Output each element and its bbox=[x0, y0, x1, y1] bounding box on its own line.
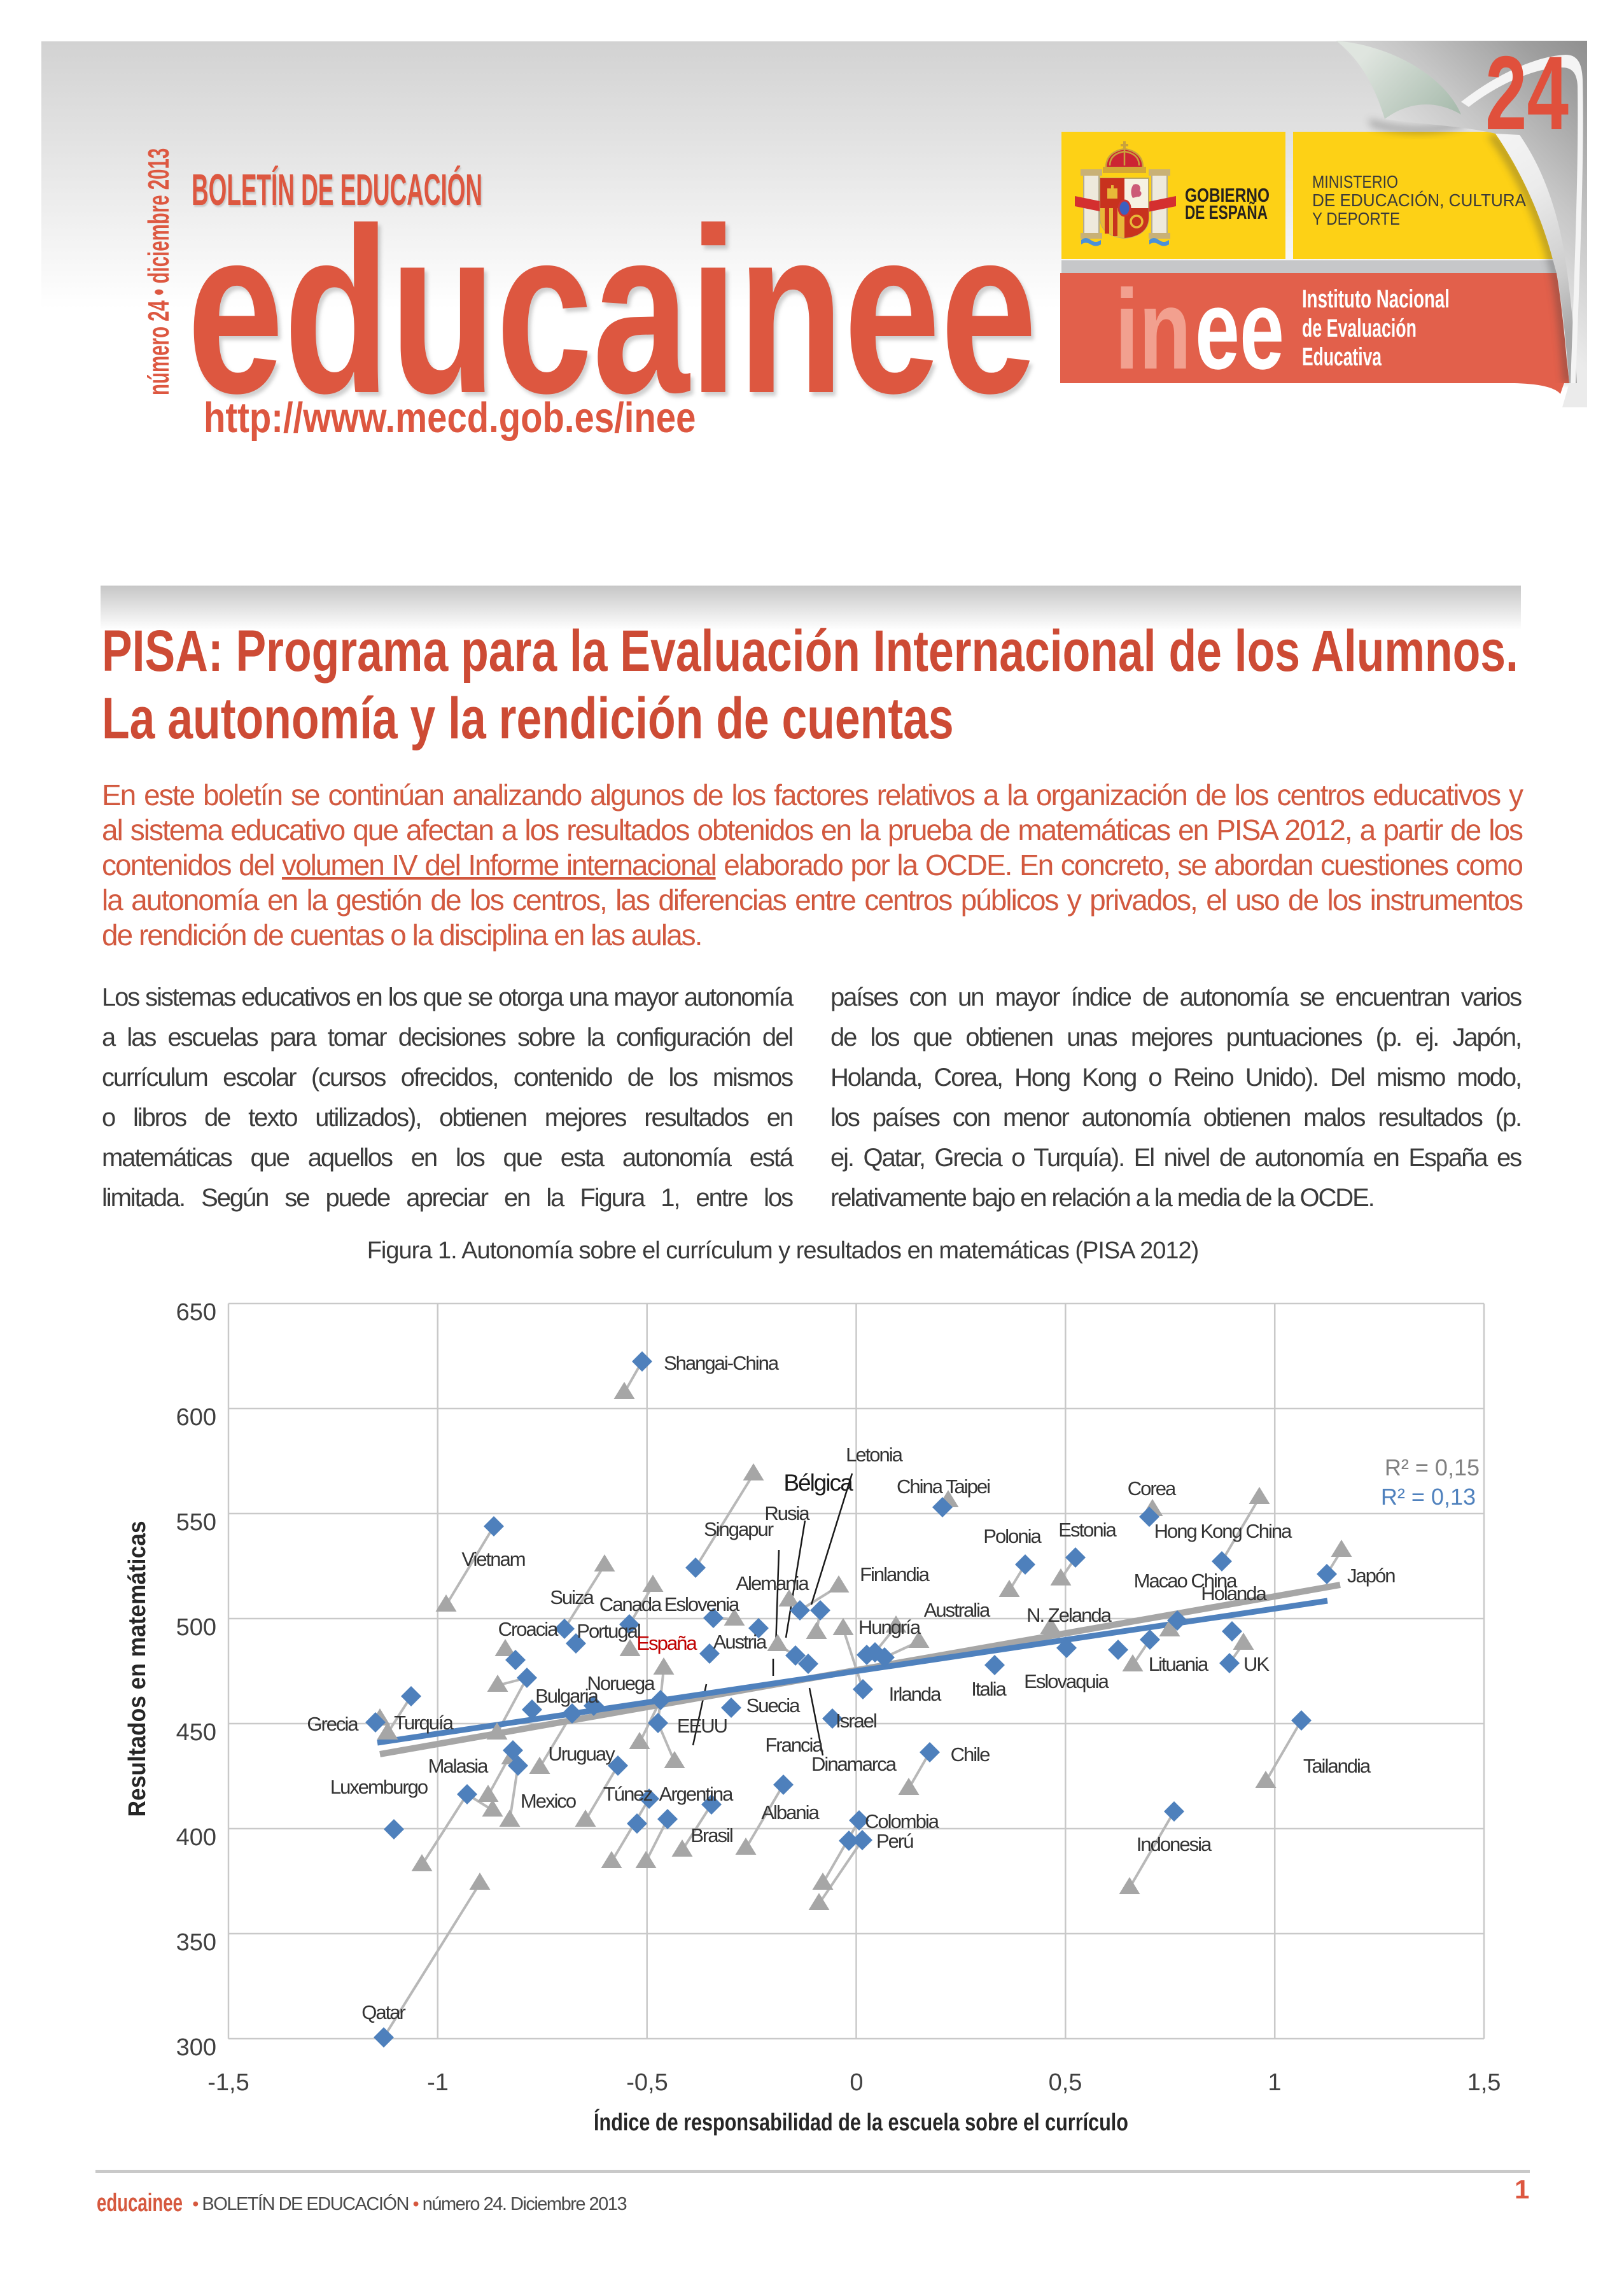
svg-text:Macao China: Macao China bbox=[1134, 1570, 1238, 1592]
svg-text:España: España bbox=[636, 1632, 697, 1654]
svg-text:N. Zelanda: N. Zelanda bbox=[1026, 1604, 1112, 1626]
svg-text:600: 600 bbox=[176, 1404, 216, 1431]
svg-text:Vietnam: Vietnam bbox=[461, 1548, 524, 1570]
svg-text:550: 550 bbox=[176, 1509, 216, 1536]
svg-text:Mexico: Mexico bbox=[521, 1790, 576, 1812]
svg-text:Hong Kong China: Hong Kong China bbox=[1154, 1520, 1292, 1542]
svg-text:1: 1 bbox=[1268, 2069, 1281, 2096]
svg-text:450: 450 bbox=[176, 1719, 216, 1746]
svg-text:650: 650 bbox=[176, 1299, 216, 1326]
svg-text:Singapur: Singapur bbox=[704, 1518, 774, 1540]
svg-text:Polonia: Polonia bbox=[983, 1525, 1042, 1547]
svg-text:0: 0 bbox=[850, 2069, 863, 2096]
svg-text:Letonia: Letonia bbox=[846, 1444, 903, 1466]
svg-text:Finlandia: Finlandia bbox=[860, 1563, 930, 1585]
svg-text:EEUU: EEUU bbox=[677, 1715, 727, 1737]
svg-text:de Evaluación: de Evaluación bbox=[1302, 314, 1417, 342]
svg-text:Malasia: Malasia bbox=[428, 1755, 489, 1777]
svg-text:Argentina: Argentina bbox=[659, 1783, 734, 1805]
svg-text:Shangai-China: Shangai-China bbox=[664, 1352, 780, 1374]
svg-text:Irlanda: Irlanda bbox=[889, 1683, 942, 1705]
svg-text:Hungría: Hungría bbox=[858, 1616, 921, 1638]
svg-text:Rusia: Rusia bbox=[764, 1502, 810, 1524]
svg-text:300: 300 bbox=[176, 2034, 216, 2061]
svg-text:Perú: Perú bbox=[876, 1830, 913, 1852]
svg-text:Japón: Japón bbox=[1347, 1564, 1395, 1587]
svg-text:500: 500 bbox=[176, 1614, 216, 1641]
svg-text:Suecia: Suecia bbox=[746, 1694, 801, 1717]
svg-text:Bélgica: Bélgica bbox=[783, 1470, 853, 1496]
svg-text:Canada: Canada bbox=[599, 1593, 662, 1615]
svg-text:Noruega: Noruega bbox=[587, 1672, 656, 1694]
svg-text:Suiza: Suiza bbox=[550, 1586, 594, 1608]
svg-text:Índice de responsabilidad de l: Índice de responsabilidad de la escuela … bbox=[594, 2108, 1128, 2136]
svg-text:DE EDUCACIÓN, CULTURA: DE EDUCACIÓN, CULTURA bbox=[1312, 190, 1526, 210]
svg-text:Corea: Corea bbox=[1128, 1477, 1177, 1500]
svg-text:Educativa: Educativa bbox=[1302, 343, 1382, 371]
svg-text:DE ESPAÑA: DE ESPAÑA bbox=[1185, 201, 1268, 223]
svg-text:Eslovenia: Eslovenia bbox=[664, 1593, 740, 1615]
svg-text:350: 350 bbox=[176, 1929, 216, 1956]
svg-text:-1: -1 bbox=[427, 2069, 449, 2096]
svg-text:Tailandia: Tailandia bbox=[1303, 1755, 1371, 1777]
svg-text:Alemania: Alemania bbox=[736, 1572, 809, 1594]
svg-text:Instituto Nacional: Instituto Nacional bbox=[1302, 285, 1450, 313]
svg-text:Resultados en matemáticas: Resultados en matemáticas bbox=[124, 1521, 151, 1817]
svg-text:Y DEPORTE: Y DEPORTE bbox=[1312, 209, 1400, 229]
svg-text:Albania: Albania bbox=[761, 1801, 820, 1824]
svg-text:400: 400 bbox=[176, 1824, 216, 1851]
svg-text:Brasil: Brasil bbox=[690, 1824, 732, 1846]
svg-text:Grecia: Grecia bbox=[307, 1713, 359, 1735]
svg-text:1,5: 1,5 bbox=[1467, 2069, 1501, 2096]
svg-text:Estonia: Estonia bbox=[1058, 1519, 1117, 1541]
svg-text:R² = 0,13: R² = 0,13 bbox=[1381, 1484, 1476, 1510]
svg-text:Túnez: Túnez bbox=[603, 1783, 652, 1805]
svg-text:Italia: Italia bbox=[971, 1678, 1007, 1700]
svg-text:24: 24 bbox=[1485, 34, 1569, 151]
svg-text:0,5: 0,5 bbox=[1049, 2069, 1082, 2096]
svg-text:-0,5: -0,5 bbox=[626, 2069, 668, 2096]
svg-text:Turquía: Turquía bbox=[394, 1712, 454, 1734]
svg-text:China Taipei: China Taipei bbox=[897, 1475, 990, 1498]
svg-text:ee: ee bbox=[1195, 266, 1284, 393]
svg-text:Eslovaquia: Eslovaquia bbox=[1024, 1670, 1109, 1692]
svg-text:Uruguay: Uruguay bbox=[548, 1743, 615, 1765]
svg-text:Francia: Francia bbox=[765, 1734, 823, 1756]
svg-text:Colombia: Colombia bbox=[865, 1810, 940, 1832]
svg-text:MINISTERIO: MINISTERIO bbox=[1312, 172, 1398, 192]
svg-text:Qatar: Qatar bbox=[361, 2001, 405, 2023]
svg-text:Chile: Chile bbox=[951, 1743, 990, 1766]
svg-text:R² = 0,15: R² = 0,15 bbox=[1385, 1454, 1480, 1480]
svg-text:Israel: Israel bbox=[836, 1710, 876, 1732]
svg-text:in: in bbox=[1115, 266, 1191, 393]
svg-text:Portugal: Portugal bbox=[577, 1620, 640, 1642]
svg-text:Indonesia: Indonesia bbox=[1137, 1833, 1212, 1855]
svg-text:-1,5: -1,5 bbox=[207, 2069, 249, 2096]
svg-text:Croacia: Croacia bbox=[498, 1618, 559, 1640]
svg-text:Austria: Austria bbox=[713, 1631, 767, 1653]
svg-text:Bulgaria: Bulgaria bbox=[535, 1685, 599, 1707]
svg-text:Luxemburgo: Luxemburgo bbox=[330, 1776, 428, 1798]
svg-text:UK: UK bbox=[1243, 1653, 1270, 1675]
svg-text:Dinamarca: Dinamarca bbox=[811, 1753, 897, 1775]
svg-text:Australia: Australia bbox=[924, 1599, 991, 1621]
svg-text:Lituania: Lituania bbox=[1149, 1653, 1209, 1675]
svg-text:Holanda: Holanda bbox=[1201, 1582, 1267, 1605]
svg-text:GOBIERNO: GOBIERNO bbox=[1185, 184, 1270, 206]
